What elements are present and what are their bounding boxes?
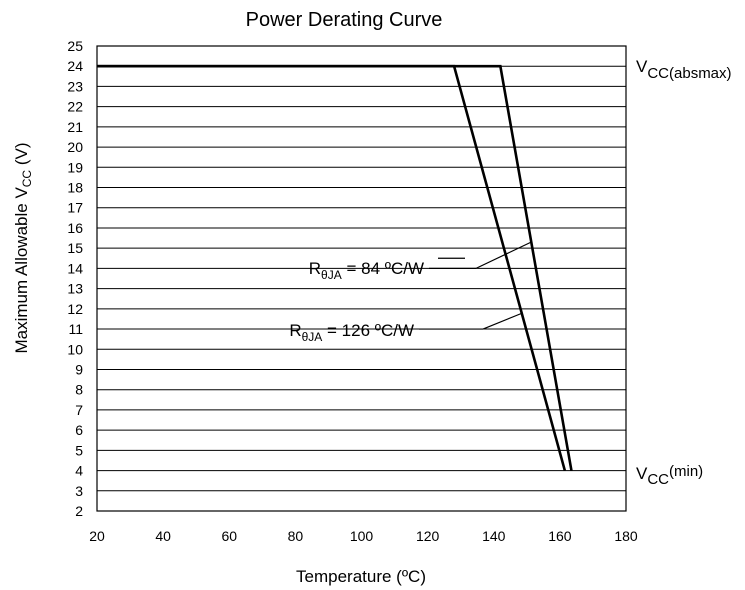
y-tick-7: 7 — [75, 402, 83, 418]
y-axis-label-sub: CC — [20, 170, 34, 188]
grid-lines — [97, 65, 626, 492]
series-label-84-prefix: R — [309, 259, 321, 278]
series-label-126-value: = 126 ºC/W — [322, 321, 414, 340]
x-tick-160: 160 — [548, 528, 572, 544]
y-tick-11: 11 — [68, 321, 83, 337]
y-tick-18: 18 — [67, 180, 83, 196]
y-tick-6: 6 — [75, 422, 83, 438]
series-curves — [97, 64, 573, 471]
series-label-126-prefix: R — [289, 321, 301, 340]
y-tick-25: 25 — [67, 38, 83, 54]
y-tick-3: 3 — [75, 483, 83, 499]
x-tick-80: 80 — [288, 528, 304, 544]
vcc-min-main: V — [636, 464, 648, 483]
y-tick-22: 22 — [67, 99, 83, 115]
series-label-84-value: = 84 ºC/W — [342, 259, 424, 278]
y-tick-15: 15 — [67, 240, 83, 256]
y-tick-20: 20 — [67, 139, 83, 155]
y-tick-8: 8 — [75, 382, 83, 398]
series-label-84: RθJA = 84 ºC/W — [309, 259, 424, 282]
y-tick-13: 13 — [67, 281, 83, 297]
y-axis-label-tail: (V) — [12, 142, 31, 169]
y-tick-5: 5 — [75, 442, 83, 458]
vcc-min-sup: (min) — [669, 463, 703, 480]
y-tick-14: 14 — [67, 260, 83, 276]
y-axis-label: Maximum Allowable VCC (V) — [12, 142, 34, 353]
series-curve-1 — [97, 64, 567, 471]
x-tick-60: 60 — [221, 528, 237, 544]
x-tick-100: 100 — [350, 528, 374, 544]
x-tick-20: 20 — [89, 528, 105, 544]
vcc-min-sub: CC — [647, 471, 669, 488]
y-tick-16: 16 — [67, 220, 83, 236]
y-tick-4: 4 — [75, 463, 83, 479]
y-tick-19: 19 — [67, 159, 83, 175]
series-label-126-sub: θJA — [302, 330, 323, 344]
x-tick-40: 40 — [155, 528, 171, 544]
y-tick-2: 2 — [75, 503, 83, 519]
x-axis-label: Temperature (ºC) — [296, 567, 426, 586]
y-tick-21: 21 — [67, 119, 83, 135]
y-tick-10: 10 — [67, 341, 83, 357]
y-tick-9: 9 — [75, 361, 83, 377]
x-tick-labels: 20 40 60 80 100 120 140 160 180 — [89, 528, 638, 544]
x-tick-140: 140 — [482, 528, 506, 544]
series-label-126: RθJA = 126 ºC/W — [289, 321, 414, 344]
plot-frame — [96, 45, 627, 512]
y-axis-label-main: Maximum Allowable V — [12, 187, 31, 354]
y-tick-23: 23 — [67, 78, 83, 94]
chart-title: Power Derating Curve — [246, 9, 443, 31]
vcc-min-label: VCC(min) — [636, 463, 703, 488]
leader-84-2 — [475, 241, 532, 269]
y-tick-17: 17 — [67, 200, 83, 216]
x-tick-120: 120 — [416, 528, 440, 544]
vcc-absmax-label: VCC(absmax) — [636, 57, 732, 82]
y-tick-24: 24 — [67, 58, 83, 74]
series-label-84-sub: θJA — [321, 268, 342, 282]
y-tick-12: 12 — [67, 301, 83, 317]
vcc-absmax-sub: CC(absmax) — [647, 65, 731, 82]
x-tick-180: 180 — [614, 528, 638, 544]
vcc-absmax-main: V — [636, 57, 648, 76]
leader-126-1 — [482, 312, 524, 330]
annotation-leaders — [419, 241, 532, 330]
